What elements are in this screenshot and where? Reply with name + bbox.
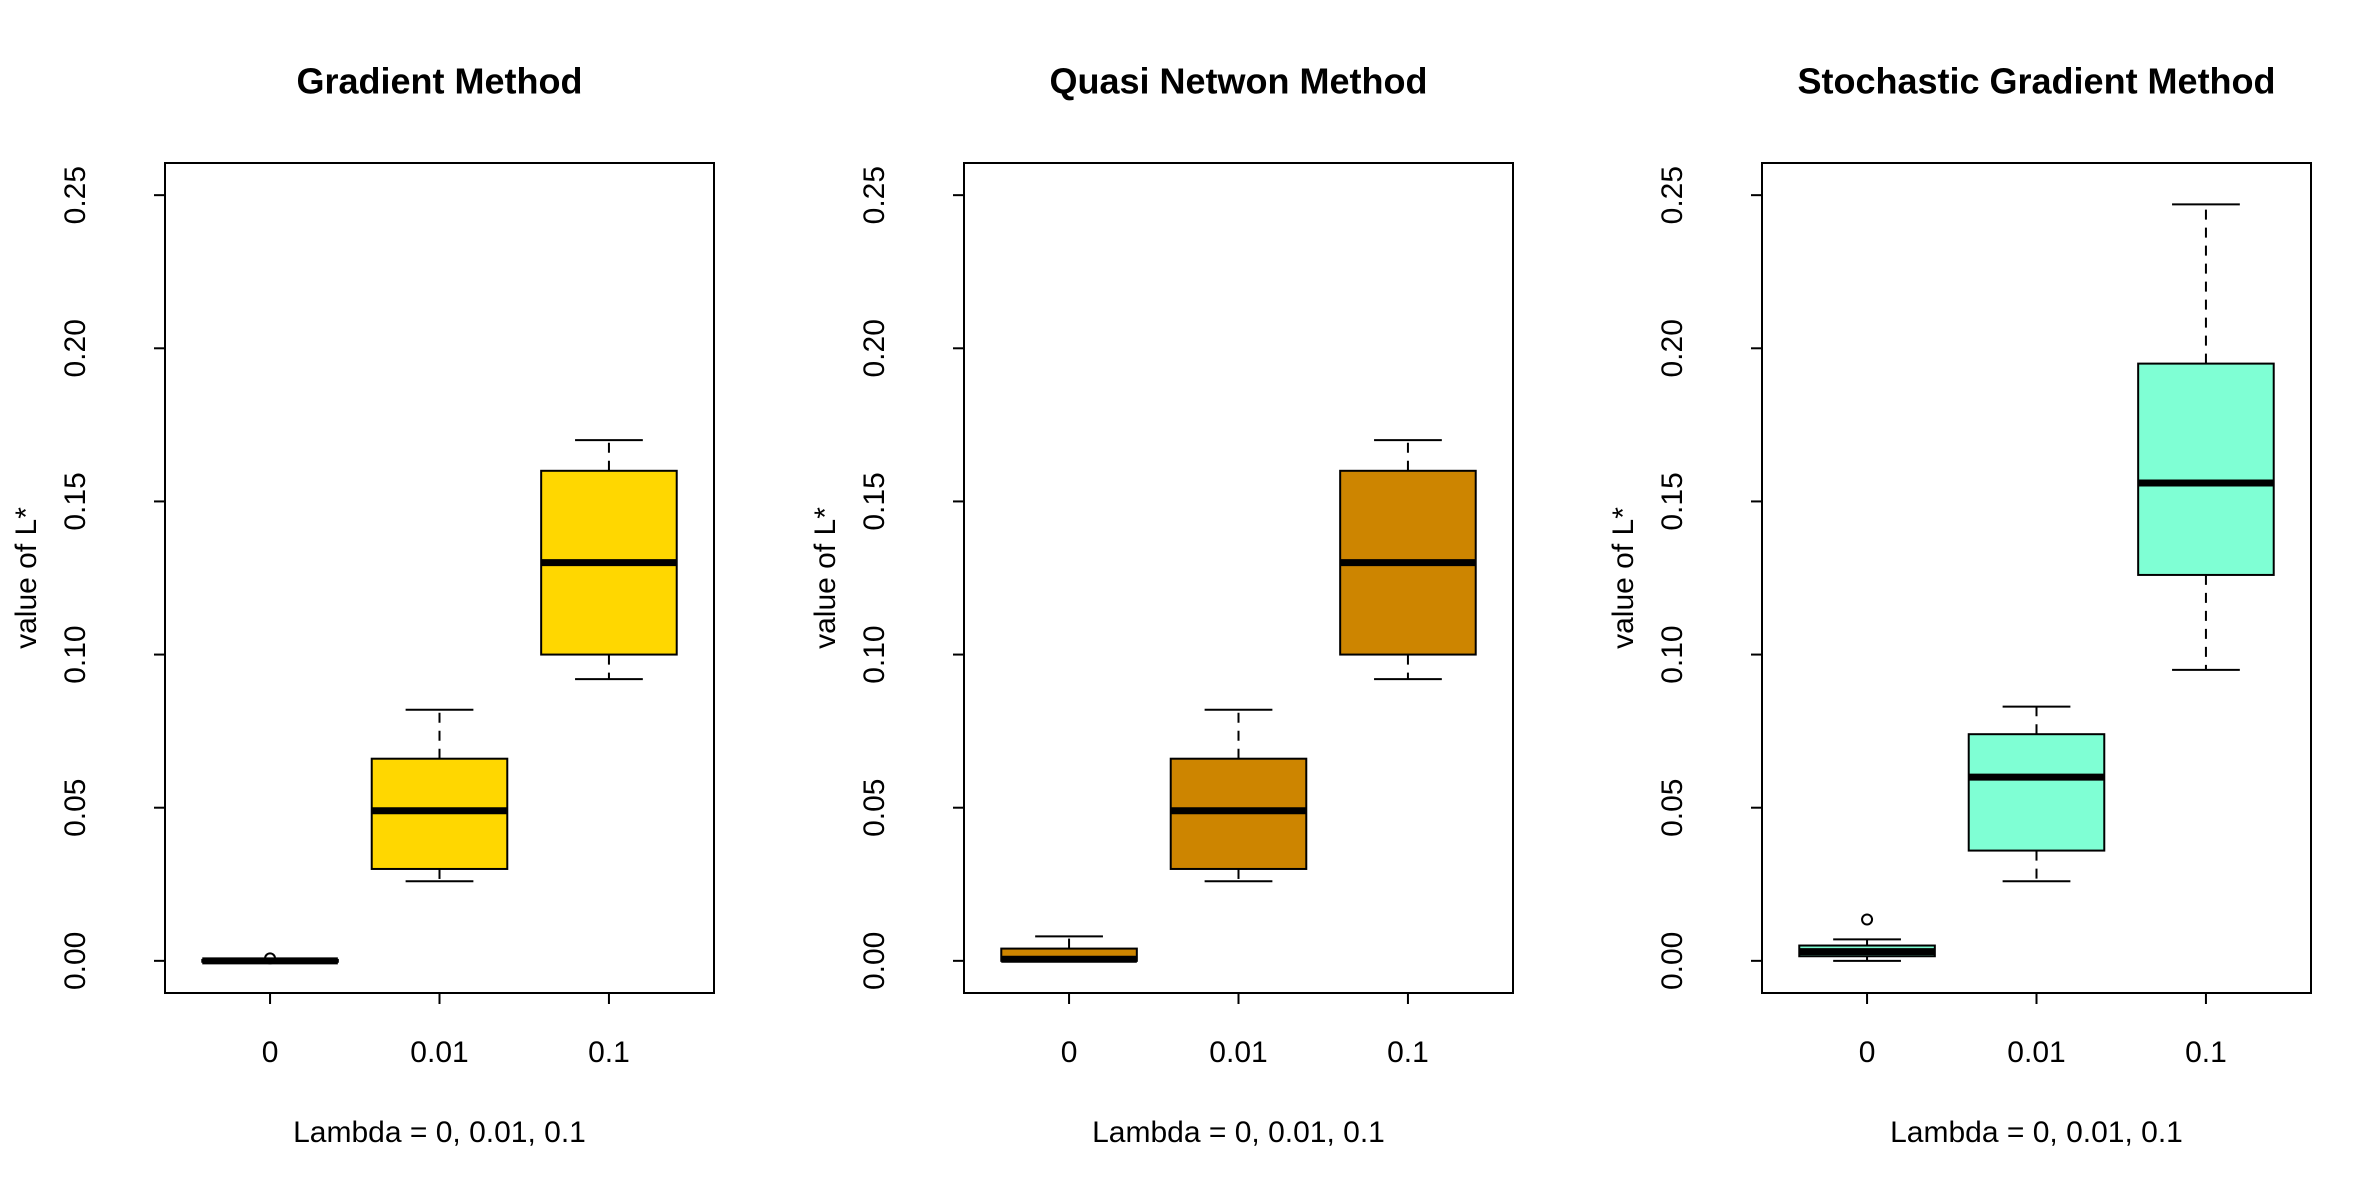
y-tick-label: 0.15	[858, 472, 891, 530]
plot-frame	[963, 162, 1514, 994]
y-tick-label: 0.00	[59, 932, 92, 990]
y-tick-label: 0.05	[59, 779, 92, 837]
box-group	[1000, 935, 1138, 963]
y-axis-label: value of L*	[809, 507, 842, 649]
outlier	[1861, 913, 1874, 926]
y-tick-label: 0.00	[1656, 932, 1689, 990]
y-tick-label: 0.10	[1656, 625, 1689, 683]
x-tick-label: 0	[1859, 1036, 1876, 1069]
x-tick-label: 0.01	[2007, 1036, 2065, 1069]
y-tick-label: 0.25	[59, 166, 92, 224]
y-tick-label: 0.25	[1656, 166, 1689, 224]
y-tick-label: 0.25	[858, 166, 891, 224]
plot-frame	[1761, 162, 2312, 994]
box-group	[540, 439, 678, 681]
y-axis-label: value of L*	[1607, 507, 1640, 649]
y-tick-label: 0.10	[59, 625, 92, 683]
y-tick-label: 0.15	[59, 472, 92, 530]
chart-title: Quasi Netwon Method	[1050, 61, 1428, 102]
box-group	[370, 708, 509, 883]
box-group	[1339, 439, 1477, 681]
box-group	[2137, 203, 2275, 671]
x-tick-label: 0.01	[410, 1036, 468, 1069]
x-tick-label: 0	[1061, 1036, 1078, 1069]
y-tick-label: 0.05	[858, 779, 891, 837]
y-tick-label: 0.10	[858, 625, 891, 683]
box-group	[201, 952, 339, 965]
x-axis-label: Lambda = 0, 0.01, 0.1	[1092, 1116, 1385, 1149]
plot-frame	[164, 162, 715, 994]
x-tick-label: 0.1	[1387, 1036, 1429, 1069]
chart-title: Stochastic Gradient Method	[1797, 61, 2275, 102]
x-axis-label: Lambda = 0, 0.01, 0.1	[293, 1116, 586, 1149]
panel: Quasi Netwon Method Lambda = 0, 0.01, 0.1…	[809, 61, 1514, 1149]
box-group	[1798, 913, 1936, 962]
box	[1967, 733, 2106, 852]
y-tick-label: 0.20	[59, 319, 92, 377]
chart-title: Gradient Method	[297, 61, 583, 102]
y-tick-label: 0.20	[858, 319, 891, 377]
x-axis-label: Lambda = 0, 0.01, 0.1	[1890, 1116, 2183, 1149]
x-tick-label: 0	[262, 1036, 279, 1069]
y-tick-label: 0.00	[858, 932, 891, 990]
y-tick-label: 0.15	[1656, 472, 1689, 530]
y-tick-label: 0.05	[1656, 779, 1689, 837]
y-tick-label: 0.20	[1656, 319, 1689, 377]
outlier	[264, 952, 277, 965]
panel: Gradient Method Lambda = 0, 0.01, 0.1 valu…	[10, 61, 715, 1149]
y-axis-label: value of L*	[10, 507, 43, 649]
panel: Stochastic Gradient Method Lambda = 0, 0.…	[1607, 61, 2312, 1149]
box-group	[1169, 708, 1308, 883]
x-tick-label: 0.01	[1209, 1036, 1267, 1069]
box	[2137, 362, 2275, 576]
x-tick-label: 0.1	[588, 1036, 630, 1069]
x-tick-label: 0.1	[2185, 1036, 2227, 1069]
box-group	[1967, 705, 2106, 883]
